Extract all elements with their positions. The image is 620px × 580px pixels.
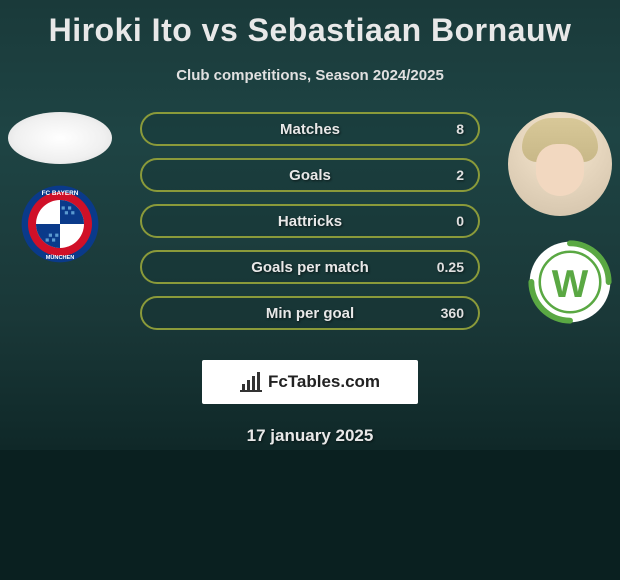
bar-chart-icon (240, 372, 262, 392)
club2-logo-wolfsburg: W (528, 240, 612, 324)
stat-row-goals-per-match: Goals per match 0.25 (140, 250, 480, 284)
stat-label: Min per goal (266, 305, 354, 322)
stat-row-matches: Matches 8 (140, 112, 480, 146)
stat-row-goals: Goals 2 (140, 158, 480, 192)
branding-badge: FcTables.com (202, 360, 418, 404)
player1-avatar (8, 112, 112, 164)
stat-label: Hattricks (278, 213, 342, 230)
stat-label: Goals per match (251, 259, 369, 276)
branding-text: FcTables.com (268, 372, 380, 392)
club1-logo-bayern: FC BAYERN MÜNCHEN (20, 184, 100, 264)
svg-text:MÜNCHEN: MÜNCHEN (46, 254, 75, 261)
stat-right-value: 360 (441, 305, 464, 321)
stat-rows: Matches 8 Goals 2 Hattricks 0 Goals per … (140, 112, 480, 342)
date-text: 17 january 2025 (0, 426, 620, 446)
stat-right-value: 0 (456, 213, 464, 229)
svg-text:W: W (552, 263, 589, 306)
stat-label: Goals (289, 167, 331, 184)
stat-right-value: 2 (456, 167, 464, 183)
subtitle: Club competitions, Season 2024/2025 (0, 67, 620, 84)
stat-right-value: 0.25 (437, 259, 464, 275)
stat-label: Matches (280, 121, 340, 138)
svg-text:FC BAYERN: FC BAYERN (42, 190, 79, 197)
stat-right-value: 8 (456, 121, 464, 137)
player2-avatar (508, 112, 612, 216)
page-title: Hiroki Ito vs Sebastiaan Bornauw (0, 0, 620, 49)
stat-row-hattricks: Hattricks 0 (140, 204, 480, 238)
stats-area: FC BAYERN MÜNCHEN W Matches 8 Goals 2 (0, 112, 620, 342)
stat-row-min-per-goal: Min per goal 360 (140, 296, 480, 330)
